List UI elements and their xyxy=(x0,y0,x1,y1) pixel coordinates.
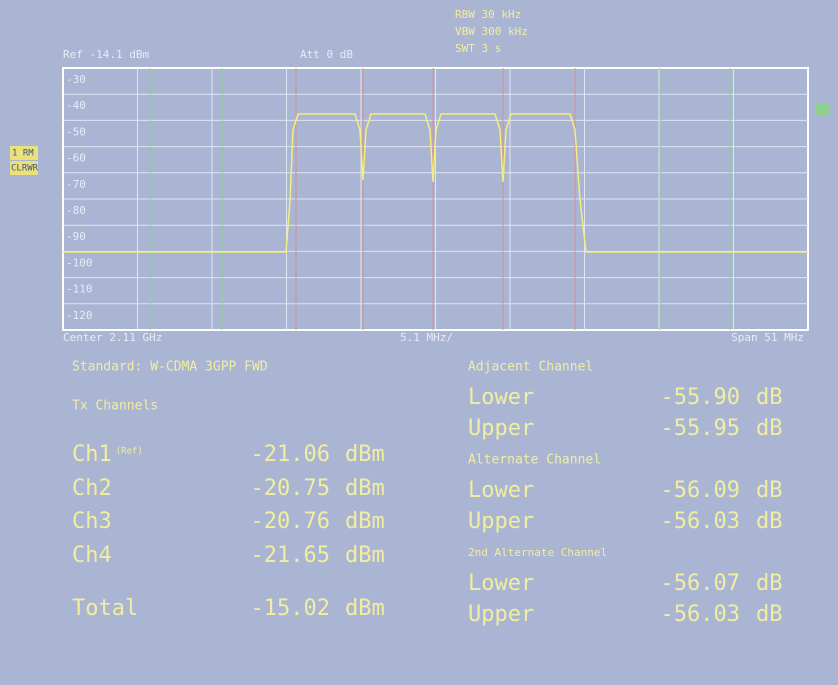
tx-title: Tx Channels xyxy=(72,399,158,414)
channel-note: (Ref) xyxy=(116,447,143,457)
acp-unit: dB xyxy=(756,478,783,503)
y-axis-label: -120 xyxy=(66,309,93,322)
acp-unit: dB xyxy=(756,509,783,534)
trace-label: CLRWR xyxy=(11,164,39,174)
y-axis-label: -70 xyxy=(66,178,86,191)
center-frequency: Center 2.11 GHz xyxy=(63,331,162,344)
y-axis-label: -90 xyxy=(66,230,86,243)
acp-unit: dB xyxy=(756,571,783,596)
channel-name: Ch2 xyxy=(72,476,112,501)
channel-unit: dBm xyxy=(345,476,385,501)
channel-power: -21.06 xyxy=(251,442,330,467)
trace-label-box xyxy=(10,161,38,175)
side-marker xyxy=(816,104,830,116)
y-axis-label: -80 xyxy=(66,204,86,217)
group-title: Adjacent Channel xyxy=(468,360,593,375)
acp-value: -56.03 xyxy=(661,509,740,534)
y-axis-label: -100 xyxy=(66,256,93,269)
span: Span 51 MHz xyxy=(731,331,804,344)
channel-name: Ch4 xyxy=(72,543,112,568)
total-power: -15.02 xyxy=(251,596,330,621)
rbw: RBW 30 kHz xyxy=(455,8,521,21)
vbw: VBW 300 kHz xyxy=(455,25,528,38)
acp-name: Upper xyxy=(468,416,534,441)
acp-value: -55.95 xyxy=(661,416,740,441)
attenuation: Att 0 dB xyxy=(300,48,353,61)
acp-name: Upper xyxy=(468,602,534,627)
group-title: Alternate Channel xyxy=(468,453,601,468)
spectrum-trace xyxy=(63,113,808,253)
channel-power: -20.75 xyxy=(251,476,330,501)
group-title: 2nd Alternate Channel xyxy=(468,546,607,559)
y-axis-label: -60 xyxy=(66,152,86,165)
channel-unit: dBm xyxy=(345,442,385,467)
y-axis-label: -30 xyxy=(66,73,86,86)
acp-value: -56.07 xyxy=(661,571,740,596)
y-axis-label: -110 xyxy=(66,283,93,296)
y-axis-label: -50 xyxy=(66,125,86,138)
channel-power: -20.76 xyxy=(251,509,330,534)
channel-power: -21.65 xyxy=(251,543,330,568)
acp-name: Lower xyxy=(468,385,534,410)
trace-label-box xyxy=(10,146,38,160)
channel-unit: dBm xyxy=(345,543,385,568)
channel-unit: dBm xyxy=(345,509,385,534)
sweep-time: SWT 3 s xyxy=(455,42,501,55)
channel-markers xyxy=(149,68,731,330)
channel-name: Ch1 xyxy=(72,442,112,467)
acp-name: Lower xyxy=(468,478,534,503)
trace-label: 1 RM xyxy=(12,149,34,159)
acp-name: Upper xyxy=(468,509,534,534)
total-name: Total xyxy=(72,596,138,621)
acp-unit: dB xyxy=(756,416,783,441)
acp-name: Lower xyxy=(468,571,534,596)
acp-value: -56.03 xyxy=(661,602,740,627)
acp-unit: dB xyxy=(756,385,783,410)
per-division: 5.1 MHz/ xyxy=(400,331,453,344)
ref-level: Ref -14.1 dBm xyxy=(63,48,149,61)
acp-unit: dB xyxy=(756,602,783,627)
acp-value: -55.90 xyxy=(661,385,740,410)
y-axis-label: -40 xyxy=(66,99,86,112)
standard: Standard: W-CDMA 3GPP FWD xyxy=(72,360,268,375)
total-unit: dBm xyxy=(345,596,385,621)
channel-name: Ch3 xyxy=(72,509,112,534)
acp-value: -56.09 xyxy=(661,478,740,503)
